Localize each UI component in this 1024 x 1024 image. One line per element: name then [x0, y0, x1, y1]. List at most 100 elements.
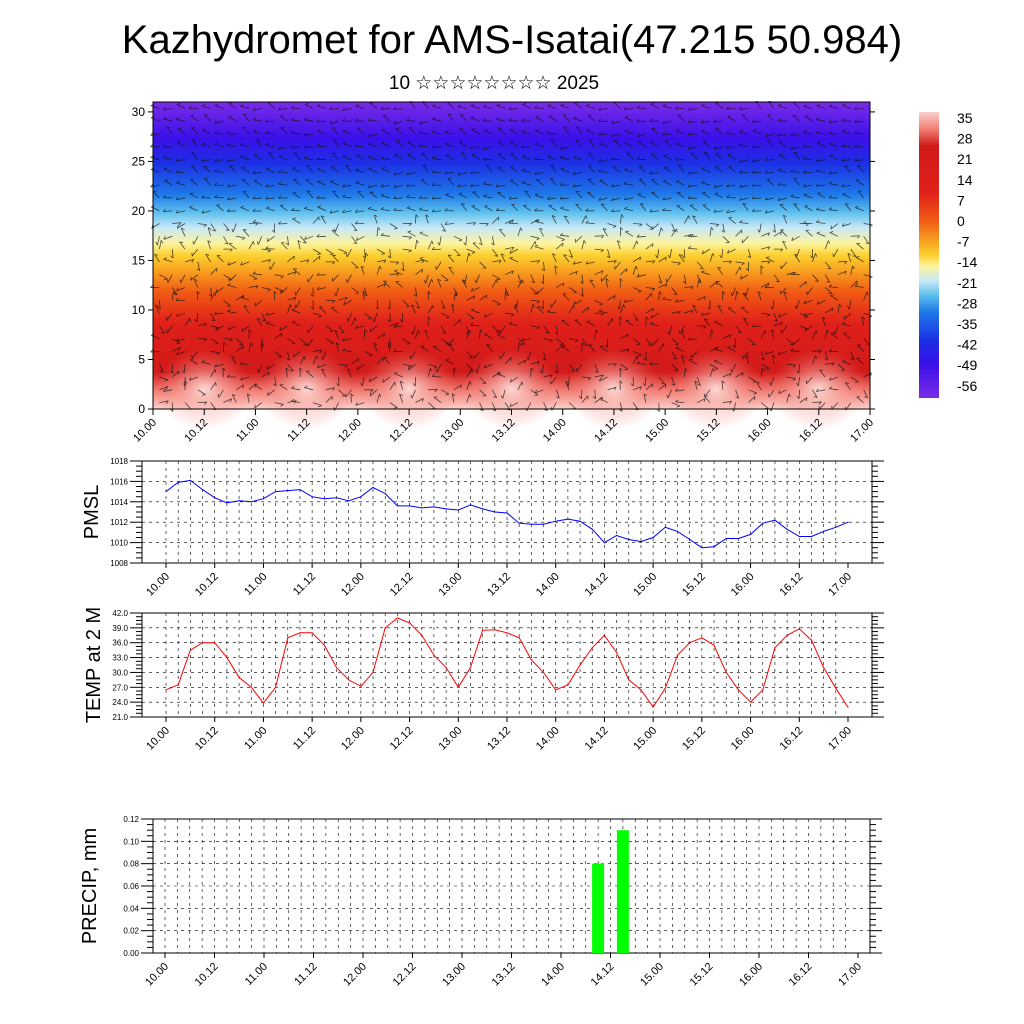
wind-barb [722, 260, 732, 263]
wind-barb-flag [214, 158, 217, 162]
wind-barb [773, 274, 780, 283]
data-point [737, 689, 740, 691]
wind-barb [415, 240, 418, 250]
wind-barb-flag [196, 268, 200, 272]
wind-barb-flag [547, 196, 550, 200]
wind-barb [471, 205, 480, 212]
wind-barb [163, 389, 173, 392]
wind-barb-flag [547, 155, 551, 158]
wind-barb [742, 351, 749, 360]
wind-barb-flag [792, 378, 796, 381]
wind-barb-flag [212, 229, 216, 232]
wind-barb [824, 329, 828, 339]
wind-barb-flag [493, 396, 497, 399]
wind-barb-flag [721, 229, 725, 233]
wind-barb [479, 329, 481, 339]
wind-barb [445, 359, 455, 365]
wind-barb [267, 102, 275, 109]
wind-barb [150, 184, 160, 188]
wind-barb [351, 287, 359, 294]
wind-barb [812, 330, 817, 339]
wind-barb-flag [150, 183, 153, 188]
wind-barb [222, 368, 224, 378]
wind-barb [671, 376, 676, 386]
wind-barb-flag [292, 166, 296, 169]
wind-barb [741, 114, 749, 122]
wind-barb-flag [431, 195, 435, 200]
wind-barb-flag [777, 118, 781, 122]
wind-barb [714, 193, 723, 199]
wind-barb-flag [727, 115, 732, 118]
wind-barb-flag [831, 362, 835, 366]
wind-barb-flag [534, 142, 539, 145]
wind-barb [671, 363, 679, 371]
wind-barb-flag [604, 344, 608, 348]
wind-barb-flag [278, 169, 282, 173]
wind-barb [419, 120, 429, 125]
wind-barb [176, 182, 186, 186]
wind-barb [407, 231, 416, 237]
x-tick-label: 11.00 [243, 961, 270, 988]
wind-barb-flag [303, 356, 306, 360]
wind-barb [465, 236, 468, 246]
wind-barb-flag [534, 156, 538, 160]
wind-barb [291, 387, 301, 391]
wind-barb [812, 253, 816, 263]
data-point [189, 649, 191, 651]
data-point [165, 689, 167, 691]
wind-barb [649, 323, 659, 327]
wind-barb [658, 383, 667, 391]
wind-barb [790, 350, 800, 352]
wind-barb [355, 169, 365, 173]
wind-barb [714, 360, 723, 365]
wind-barb-flag [368, 378, 371, 382]
wind-barb [331, 166, 339, 173]
wind-barb-flag [815, 183, 819, 187]
wind-barb [235, 338, 244, 346]
wind-barb [479, 376, 487, 384]
wind-barb-flag [224, 242, 229, 245]
wind-barb-flag [614, 386, 617, 391]
wind-barb [508, 120, 518, 122]
wind-barb [150, 105, 160, 109]
wind-barb [312, 355, 317, 365]
wind-barb-flag [675, 157, 679, 161]
wind-barb-flag [303, 132, 307, 137]
wind-barb [432, 132, 442, 135]
wind-barb-flag [408, 236, 412, 240]
wind-barb-flag [508, 118, 512, 121]
wind-barb-flag [316, 143, 320, 147]
data-point [774, 519, 776, 521]
wind-barb [722, 223, 725, 233]
wind-barb-flag [803, 183, 806, 187]
wind-barb [248, 342, 252, 352]
x-tick-label: 12.00 [339, 571, 367, 599]
wind-barb [253, 154, 263, 160]
wind-barb-flag [176, 342, 181, 345]
wind-barb-flag [796, 395, 800, 400]
wind-barb-flag [611, 133, 614, 137]
wind-barb-flag [649, 209, 653, 213]
y-axis-label: PMSL [81, 485, 103, 539]
wind-barb [427, 368, 431, 378]
wind-barb [856, 243, 864, 250]
wind-barb-flag [216, 352, 220, 355]
wind-barb-flag [637, 133, 640, 137]
wind-barb-flag [828, 119, 832, 123]
wind-barb-flag [703, 296, 706, 300]
wind-barb-flag [444, 221, 448, 225]
wind-barb [287, 236, 289, 246]
wind-barb-flag [676, 228, 678, 233]
wind-barb [534, 171, 544, 176]
wind-barb [325, 387, 335, 391]
wind-barb-flag [421, 398, 424, 402]
wind-barb-flag [535, 115, 539, 118]
wind-barb [338, 389, 346, 397]
wind-barb [560, 105, 570, 109]
wind-barb [702, 140, 711, 148]
data-point [384, 493, 386, 495]
wind-barb [203, 114, 211, 122]
wind-barb-flag [662, 196, 666, 201]
wind-barb-flag [214, 120, 217, 124]
wind-barb [253, 131, 262, 135]
